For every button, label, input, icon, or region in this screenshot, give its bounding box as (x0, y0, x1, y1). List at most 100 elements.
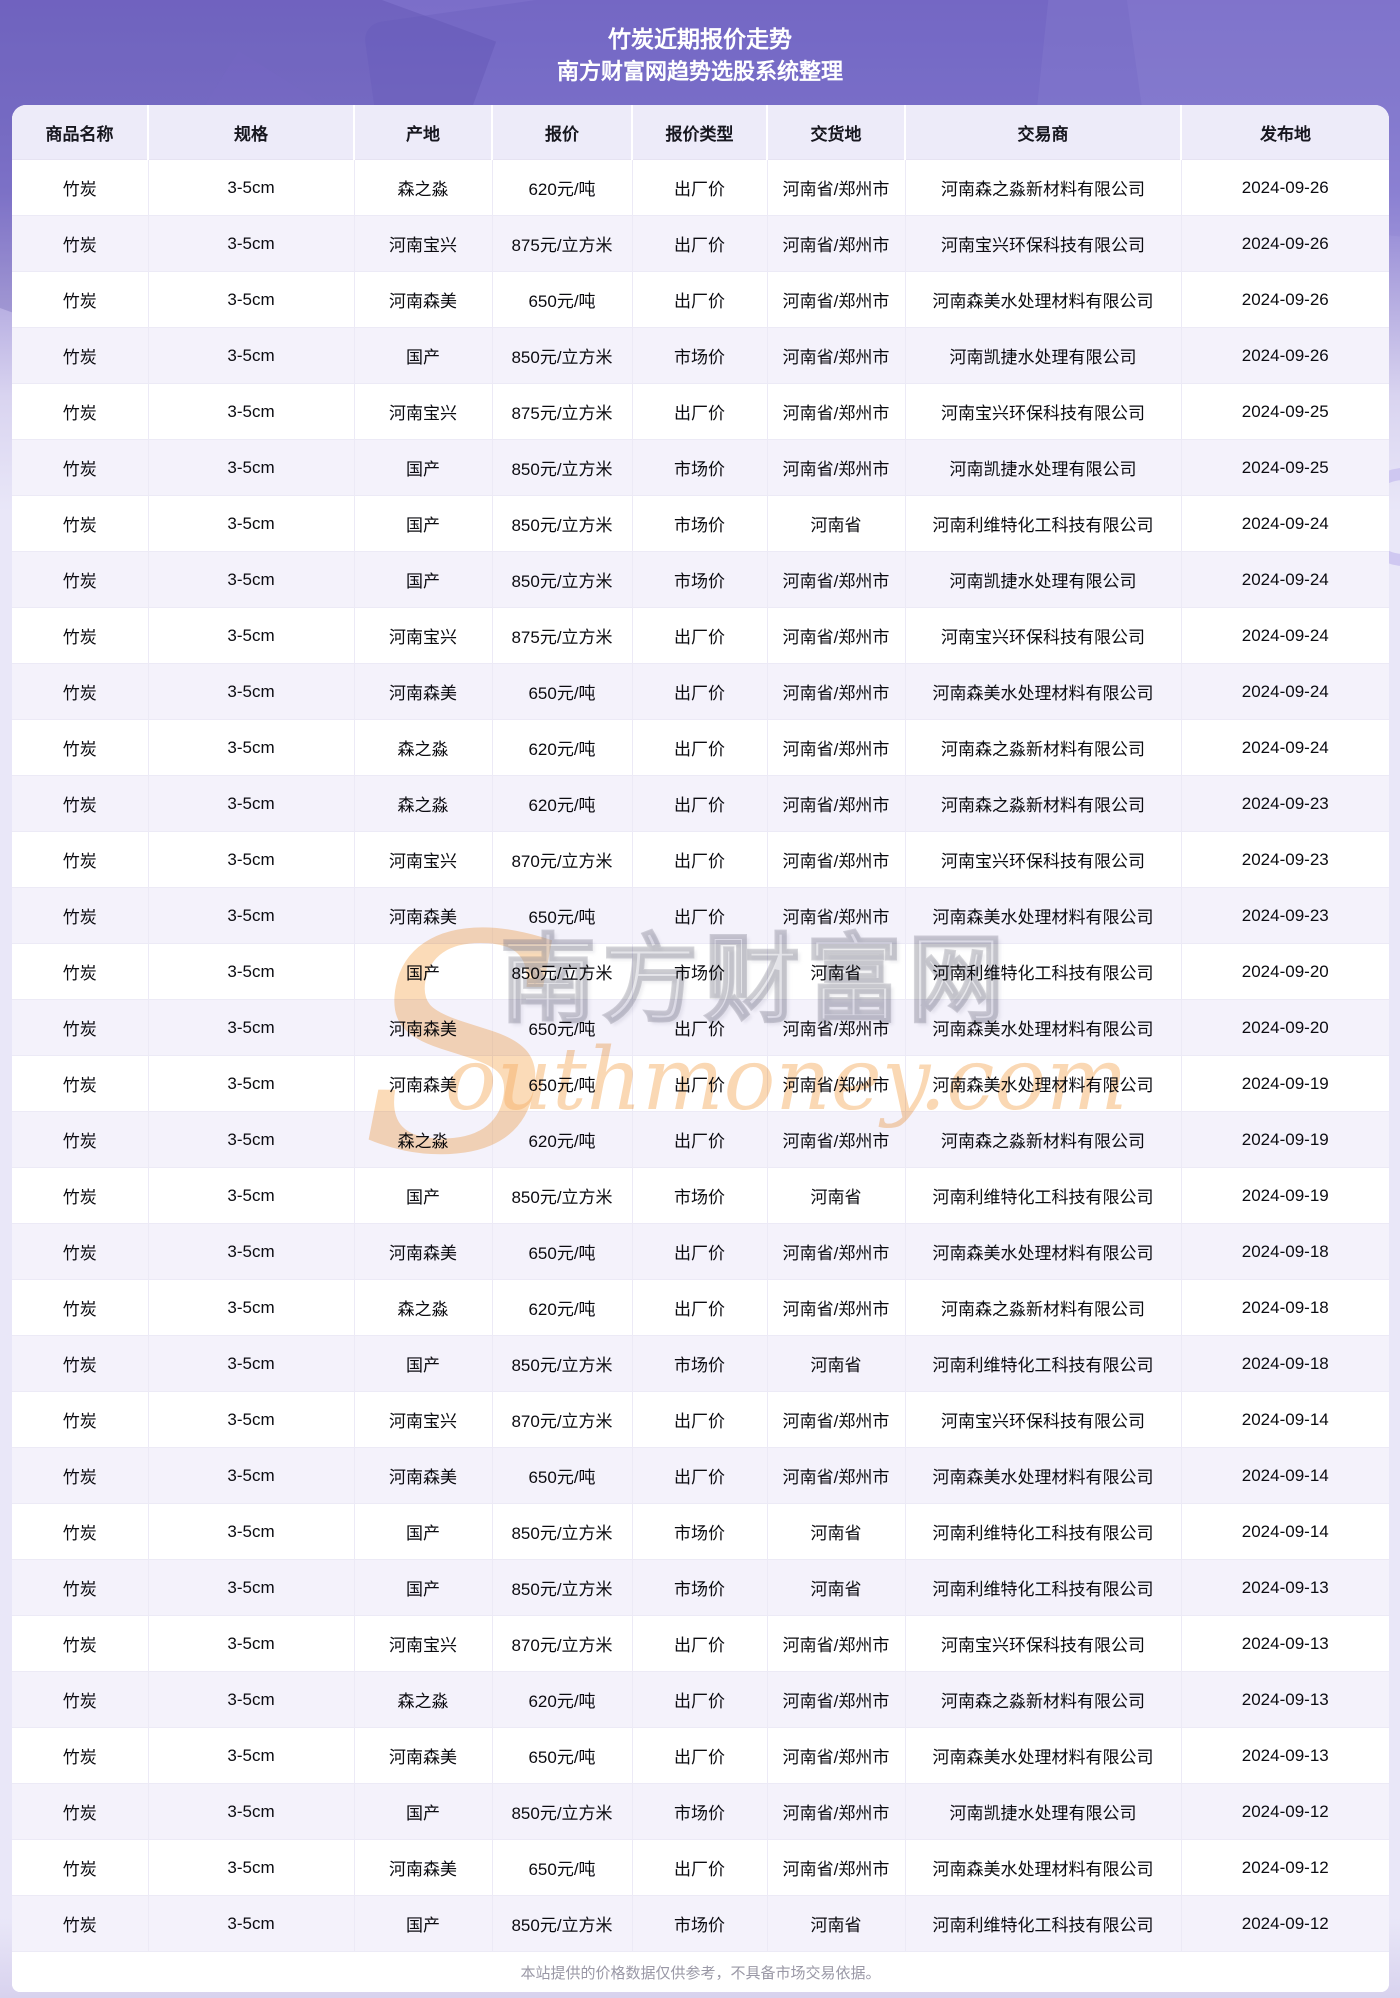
table-cell: 620元/吨 (492, 1671, 633, 1728)
table-cell: 河南省/郑州市 (767, 1111, 906, 1168)
table-cell: 竹炭 (12, 1111, 149, 1168)
table-cell: 竹炭 (12, 215, 149, 272)
table-cell: 河南省/郑州市 (767, 1391, 906, 1448)
table-cell: 3-5cm (148, 551, 355, 608)
table-cell: 森之淼 (354, 775, 493, 832)
table-cell: 650元/吨 (492, 999, 633, 1056)
table-cell: 河南森美 (354, 1727, 493, 1784)
table-cell: 850元/立方米 (492, 1895, 633, 1952)
table-cell: 650元/吨 (492, 663, 633, 720)
table-cell: 620元/吨 (492, 775, 633, 832)
table-cell: 3-5cm (148, 1223, 355, 1280)
table-cell: 2024-09-24 (1181, 551, 1389, 608)
table-cell: 市场价 (632, 1895, 768, 1952)
table-cell: 国产 (354, 495, 493, 552)
table-cell: 出厂价 (632, 1391, 768, 1448)
column-header: 报价 (492, 105, 633, 160)
table-row: 竹炭 3-5cm 河南森美 650元/吨 出厂价 河南省/郑州市 河南森美水处理材料有限公司… (12, 887, 1389, 944)
column-header: 商品名称 (12, 105, 149, 160)
table-row: 竹炭 3-5cm 河南宝兴 875元/立方米 出厂价 河南省/郑州市 河南宝兴环保科技有限公… (12, 383, 1389, 440)
column-header: 报价类型 (632, 105, 768, 160)
table-cell: 竹炭 (12, 999, 149, 1056)
table-cell: 620元/吨 (492, 1279, 633, 1336)
table-cell: 2024-09-25 (1181, 439, 1389, 496)
table-row: 竹炭 3-5cm 森之淼 620元/吨 出厂价 河南省/郑州市 河南森之淼新材料有限公司 20… (12, 1111, 1389, 1168)
table-cell: 竹炭 (12, 1335, 149, 1392)
table-cell: 3-5cm (148, 1055, 355, 1112)
table-cell: 875元/立方米 (492, 607, 633, 664)
table-cell: 2024-09-24 (1181, 607, 1389, 664)
table-cell: 出厂价 (632, 271, 768, 328)
price-table-card: 商品名称 规格 产地 报价 报价类型 交货地 交易商 发布地 竹炭 3-5cm 森之淼 620元/吨… (12, 105, 1389, 1992)
table-cell: 河南省 (767, 1167, 906, 1224)
table-cell: 河南森美水处理材料有限公司 (905, 1223, 1182, 1280)
column-header: 交易商 (905, 105, 1182, 160)
table-cell: 河南森美水处理材料有限公司 (905, 1447, 1182, 1504)
table-cell: 850元/立方米 (492, 551, 633, 608)
table-cell: 620元/吨 (492, 159, 633, 216)
table-row: 竹炭 3-5cm 河南宝兴 875元/立方米 出厂价 河南省/郑州市 河南宝兴环保科技有限公… (12, 215, 1389, 272)
table-cell: 2024-09-26 (1181, 327, 1389, 384)
table-cell: 竹炭 (12, 943, 149, 1000)
table-cell: 出厂价 (632, 831, 768, 888)
table-cell: 河南森美 (354, 271, 493, 328)
table-row: 竹炭 3-5cm 森之淼 620元/吨 出厂价 河南省/郑州市 河南森之淼新材料有限公司 20… (12, 1671, 1389, 1728)
table-cell: 3-5cm (148, 1783, 355, 1840)
table-row: 竹炭 3-5cm 国产 850元/立方米 市场价 河南省/郑州市 河南凯捷水处理有限公司 20… (12, 327, 1389, 384)
table-cell: 出厂价 (632, 1727, 768, 1784)
table-cell: 650元/吨 (492, 887, 633, 944)
table-cell: 3-5cm (148, 1279, 355, 1336)
table-cell: 2024-09-19 (1181, 1167, 1389, 1224)
table-cell: 出厂价 (632, 1447, 768, 1504)
table-cell: 竹炭 (12, 159, 149, 216)
table-cell: 出厂价 (632, 383, 768, 440)
table-cell: 河南省/郑州市 (767, 1727, 906, 1784)
table-cell: 2024-09-12 (1181, 1783, 1389, 1840)
table-cell: 3-5cm (148, 1503, 355, 1560)
table-cell: 2024-09-13 (1181, 1727, 1389, 1784)
table-cell: 2024-09-24 (1181, 663, 1389, 720)
table-cell: 河南森美 (354, 1447, 493, 1504)
table-cell: 2024-09-13 (1181, 1615, 1389, 1672)
table-cell: 竹炭 (12, 887, 149, 944)
table-cell: 河南宝兴环保科技有限公司 (905, 607, 1182, 664)
table-cell: 3-5cm (148, 383, 355, 440)
table-cell: 850元/立方米 (492, 1559, 633, 1616)
table-cell: 2024-09-18 (1181, 1223, 1389, 1280)
table-cell: 河南森美 (354, 1839, 493, 1896)
table-cell: 市场价 (632, 495, 768, 552)
table-cell: 市场价 (632, 1783, 768, 1840)
table-cell: 3-5cm (148, 1167, 355, 1224)
table-cell: 3-5cm (148, 663, 355, 720)
table-cell: 870元/立方米 (492, 831, 633, 888)
table-cell: 竹炭 (12, 327, 149, 384)
table-cell: 竹炭 (12, 607, 149, 664)
table-cell: 河南省 (767, 1335, 906, 1392)
table-row: 竹炭 3-5cm 森之淼 620元/吨 出厂价 河南省/郑州市 河南森之淼新材料有限公司 20… (12, 1279, 1389, 1336)
table-cell: 3-5cm (148, 1671, 355, 1728)
table-row: 竹炭 3-5cm 河南森美 650元/吨 出厂价 河南省/郑州市 河南森美水处理材料有限公司… (12, 663, 1389, 720)
table-cell: 竹炭 (12, 1167, 149, 1224)
table-cell: 出厂价 (632, 215, 768, 272)
table-cell: 850元/立方米 (492, 1335, 633, 1392)
table-cell: 竹炭 (12, 1447, 149, 1504)
table-cell: 竹炭 (12, 1559, 149, 1616)
table-cell: 850元/立方米 (492, 495, 633, 552)
table-cell: 650元/吨 (492, 1055, 633, 1112)
table-cell: 出厂价 (632, 775, 768, 832)
table-cell: 3-5cm (148, 775, 355, 832)
table-cell: 河南利维特化工科技有限公司 (905, 1167, 1182, 1224)
table-cell: 河南省/郑州市 (767, 775, 906, 832)
table-row: 竹炭 3-5cm 河南宝兴 870元/立方米 出厂价 河南省/郑州市 河南宝兴环保科技有限公… (12, 1615, 1389, 1672)
table-cell: 出厂价 (632, 1223, 768, 1280)
table-cell: 2024-09-18 (1181, 1335, 1389, 1392)
table-cell: 森之淼 (354, 719, 493, 776)
table-cell: 3-5cm (148, 887, 355, 944)
table-cell: 河南森之淼新材料有限公司 (905, 1111, 1182, 1168)
table-cell: 河南宝兴 (354, 831, 493, 888)
page-title: 竹炭近期报价走势 (608, 26, 792, 52)
table-cell: 河南森美 (354, 1223, 493, 1280)
table-cell: 河南凯捷水处理有限公司 (905, 327, 1182, 384)
table-cell: 河南宝兴 (354, 383, 493, 440)
